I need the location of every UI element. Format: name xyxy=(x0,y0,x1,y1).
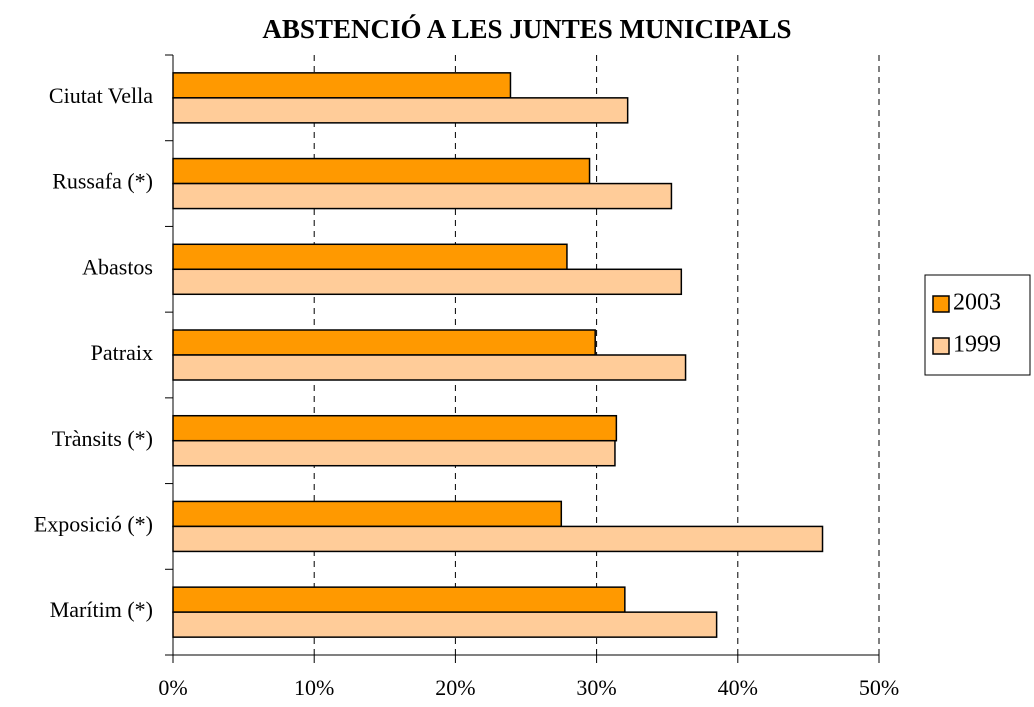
y-tick-label: Patraix xyxy=(91,340,153,365)
bar xyxy=(172,354,687,381)
bar xyxy=(172,611,718,638)
bar xyxy=(172,243,568,271)
x-tick-label: 40% xyxy=(718,675,758,700)
bar xyxy=(172,500,563,528)
x-tick-label: 50% xyxy=(859,675,899,700)
legend-swatch xyxy=(932,295,950,313)
bar xyxy=(172,268,683,296)
x-tick-label: 10% xyxy=(294,675,334,700)
x-tick-label: 0% xyxy=(158,675,187,700)
x-tick-label: 30% xyxy=(576,675,616,700)
y-tick-label: Russafa (*) xyxy=(52,169,153,194)
legend-box xyxy=(924,274,1031,376)
y-tick-label: Marítim (*) xyxy=(50,597,153,622)
legend-label: 2003 xyxy=(953,290,1001,316)
bar xyxy=(172,525,824,553)
bar xyxy=(172,157,591,185)
legend-label: 1999 xyxy=(953,332,1001,358)
y-tick-label: Trànsits (*) xyxy=(52,426,153,451)
bar xyxy=(172,439,616,467)
y-tick-label: Exposició (*) xyxy=(34,511,153,536)
chart-title: ABSTENCIÓ A LES JUNTES MUNICIPALS xyxy=(262,14,791,44)
bar xyxy=(172,329,596,356)
bar xyxy=(172,414,618,442)
bar xyxy=(172,72,512,99)
y-tick-label: Abastos xyxy=(82,254,153,279)
legend-swatch xyxy=(932,337,950,355)
bar xyxy=(172,97,629,124)
x-tick-label: 20% xyxy=(435,675,475,700)
bar xyxy=(172,586,626,613)
y-tick-label: Ciutat Vella xyxy=(49,83,153,108)
bar xyxy=(172,182,673,210)
